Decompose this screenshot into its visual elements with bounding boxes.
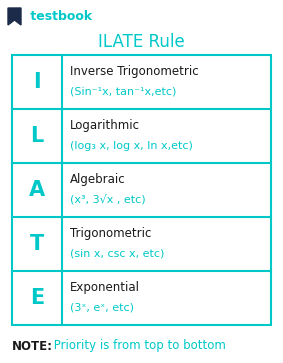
Text: Priority is from top to bottom: Priority is from top to bottom [50, 339, 226, 352]
Text: Inverse Trigonometric: Inverse Trigonometric [70, 65, 199, 78]
Text: Algebraic: Algebraic [70, 173, 126, 186]
Text: (x³, 3√x , etc): (x³, 3√x , etc) [70, 195, 146, 205]
Text: testbook: testbook [26, 10, 92, 23]
Text: Logarithmic: Logarithmic [70, 119, 140, 132]
Text: I: I [33, 72, 41, 92]
Bar [12, 55, 271, 325]
Text: Exponential: Exponential [70, 281, 140, 294]
Text: T: T [30, 234, 44, 254]
Text: NOTE:: NOTE: [12, 339, 53, 352]
Text: ILATE Rule: ILATE Rule [98, 33, 185, 51]
Text: L: L [30, 126, 44, 146]
Text: E: E [30, 288, 44, 308]
Text: (log₃ x, log x, ln x,etc): (log₃ x, log x, ln x,etc) [70, 141, 193, 151]
Text: (Sin⁻¹x, tan⁻¹x,etc): (Sin⁻¹x, tan⁻¹x,etc) [70, 87, 176, 97]
Text: (sin x, csc x, etc): (sin x, csc x, etc) [70, 249, 164, 259]
Text: Trigonometric: Trigonometric [70, 227, 151, 240]
Polygon shape [8, 8, 21, 25]
Text: A: A [29, 180, 45, 200]
Text: (3ˣ, eˣ, etc): (3ˣ, eˣ, etc) [70, 303, 134, 313]
